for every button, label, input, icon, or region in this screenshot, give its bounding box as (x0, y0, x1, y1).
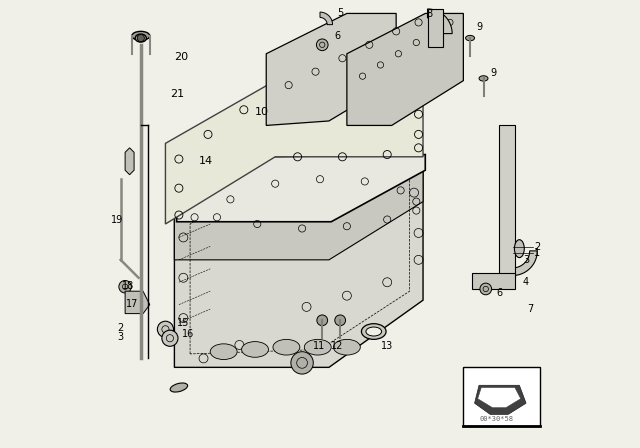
Circle shape (119, 280, 131, 293)
Text: 6: 6 (335, 31, 341, 41)
Text: 15: 15 (177, 319, 189, 328)
Ellipse shape (170, 383, 188, 392)
Text: 3: 3 (523, 255, 529, 265)
Polygon shape (177, 155, 425, 222)
Text: 20: 20 (174, 52, 188, 62)
Polygon shape (174, 157, 423, 260)
Ellipse shape (479, 76, 488, 81)
Text: 9: 9 (476, 22, 482, 32)
Text: 4: 4 (523, 277, 529, 287)
Ellipse shape (132, 31, 150, 40)
Text: 13: 13 (381, 341, 394, 351)
Circle shape (162, 330, 178, 346)
Polygon shape (125, 148, 134, 175)
Ellipse shape (242, 341, 269, 358)
Text: 5: 5 (337, 8, 343, 17)
Text: 7: 7 (527, 304, 534, 314)
Text: 00*30*58: 00*30*58 (480, 416, 514, 422)
Bar (463, 367, 540, 426)
Text: 17: 17 (125, 299, 138, 309)
Text: 11: 11 (313, 341, 325, 351)
Circle shape (480, 283, 492, 295)
Text: 2: 2 (118, 323, 124, 333)
Text: 8: 8 (427, 9, 433, 19)
Text: 16: 16 (182, 329, 194, 339)
Polygon shape (513, 251, 538, 276)
Circle shape (335, 315, 346, 326)
Polygon shape (320, 12, 333, 25)
Polygon shape (266, 13, 396, 125)
Ellipse shape (366, 327, 381, 336)
Polygon shape (165, 81, 423, 224)
Text: 6: 6 (496, 288, 502, 297)
Text: 12: 12 (331, 341, 343, 351)
Text: 10: 10 (255, 107, 269, 117)
Polygon shape (174, 157, 423, 367)
Text: 21: 21 (170, 89, 184, 99)
Ellipse shape (273, 340, 300, 355)
Text: 1: 1 (534, 248, 540, 258)
Polygon shape (499, 125, 515, 278)
Circle shape (317, 315, 328, 326)
Polygon shape (125, 291, 150, 314)
Text: 18: 18 (122, 281, 134, 291)
Polygon shape (472, 273, 515, 289)
Circle shape (316, 39, 328, 51)
Ellipse shape (333, 340, 360, 355)
Text: 19: 19 (111, 215, 124, 224)
Polygon shape (428, 9, 443, 47)
Circle shape (137, 34, 145, 42)
Polygon shape (475, 385, 526, 414)
Text: 2: 2 (534, 242, 540, 252)
Text: 3: 3 (118, 332, 124, 342)
Text: 14: 14 (198, 156, 213, 166)
Polygon shape (428, 9, 452, 34)
Ellipse shape (465, 35, 475, 41)
Text: 9: 9 (491, 68, 497, 78)
Ellipse shape (210, 344, 237, 359)
Ellipse shape (305, 340, 332, 355)
Polygon shape (347, 13, 463, 125)
Circle shape (291, 352, 314, 374)
Circle shape (157, 321, 173, 337)
Ellipse shape (135, 34, 147, 42)
Ellipse shape (515, 240, 524, 258)
Polygon shape (477, 388, 521, 408)
Ellipse shape (362, 323, 386, 340)
